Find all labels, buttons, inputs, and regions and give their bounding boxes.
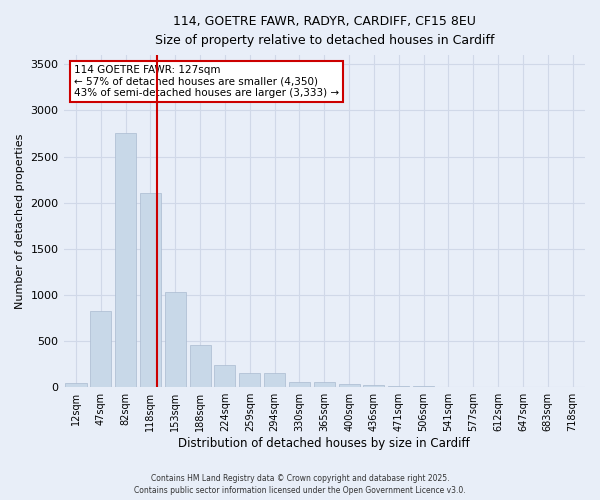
Bar	[90, 310, 112, 387]
Bar	[314, 382, 335, 387]
Bar	[190, 344, 211, 387]
Bar	[140, 194, 161, 387]
Bar	[388, 386, 409, 387]
Bar	[289, 382, 310, 387]
Bar	[65, 382, 86, 387]
Bar	[214, 365, 235, 387]
Bar	[239, 374, 260, 387]
Bar	[413, 386, 434, 387]
Bar	[115, 134, 136, 387]
Y-axis label: Number of detached properties: Number of detached properties	[15, 134, 25, 309]
Bar	[264, 374, 285, 387]
Bar	[165, 292, 186, 387]
X-axis label: Distribution of detached houses by size in Cardiff: Distribution of detached houses by size …	[178, 437, 470, 450]
Bar	[364, 385, 385, 387]
Title: 114, GOETRE FAWR, RADYR, CARDIFF, CF15 8EU
Size of property relative to detached: 114, GOETRE FAWR, RADYR, CARDIFF, CF15 8…	[155, 15, 494, 47]
Text: Contains HM Land Registry data © Crown copyright and database right 2025.
Contai: Contains HM Land Registry data © Crown c…	[134, 474, 466, 495]
Text: 114 GOETRE FAWR: 127sqm
← 57% of detached houses are smaller (4,350)
43% of semi: 114 GOETRE FAWR: 127sqm ← 57% of detache…	[74, 65, 339, 98]
Bar	[338, 384, 359, 387]
